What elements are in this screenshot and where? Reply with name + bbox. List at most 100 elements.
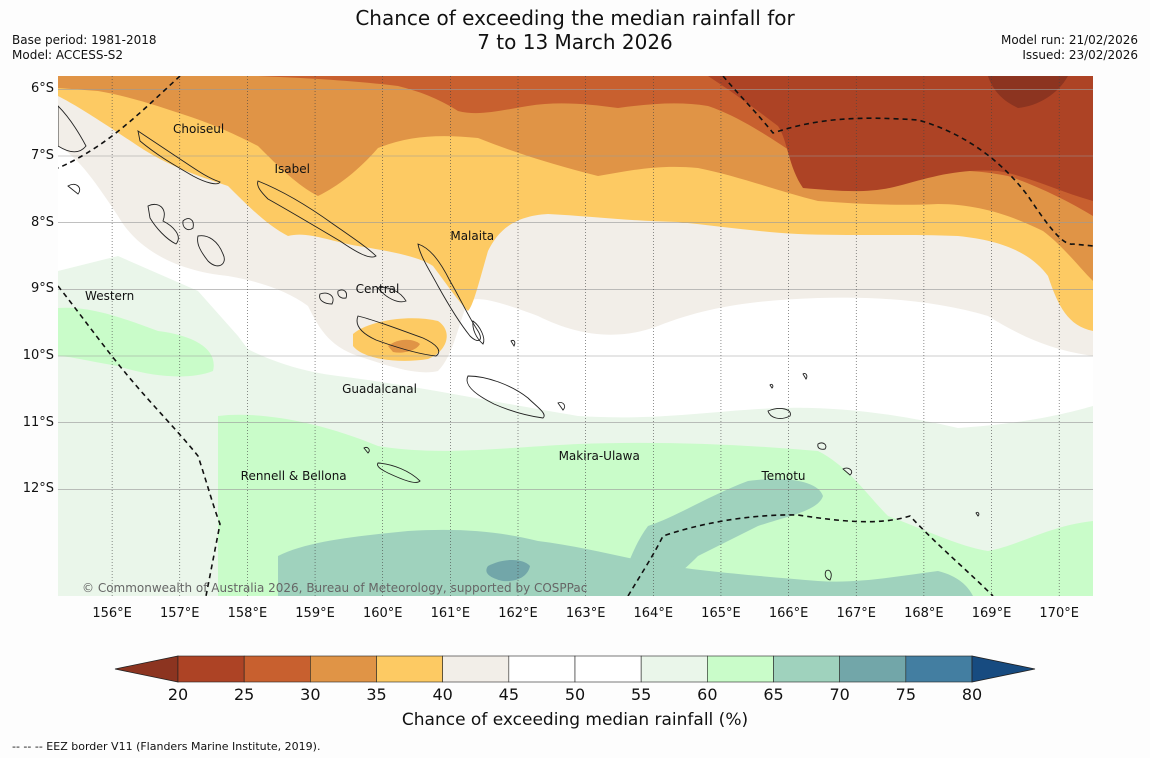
colorbar-segment <box>177 655 245 683</box>
eez-border-west <box>58 285 221 596</box>
lon-label: 170°E <box>1039 606 1079 621</box>
colorbar-tick-label: 45 <box>498 685 519 704</box>
small-malaita <box>472 320 485 345</box>
lat-label: 11°S <box>22 414 54 430</box>
colorbar-tick-label: 35 <box>366 685 387 704</box>
base-period: Base period: 1981-2018 <box>12 33 157 47</box>
temotu-islands <box>767 373 853 476</box>
issued-date: Issued: 23/02/2026 <box>1022 48 1138 62</box>
colorbar-tick-label: 60 <box>697 685 718 704</box>
lon-label: 159°E <box>295 606 335 621</box>
rennell-island <box>377 462 421 483</box>
colorbar-segment <box>574 655 642 683</box>
eez-border-northeast <box>722 76 1093 247</box>
eez-borders <box>58 76 1093 596</box>
bellona-island <box>363 447 370 454</box>
colorbar-tick-label: 65 <box>763 685 784 704</box>
place-label: Rennell & Bellona <box>240 469 347 483</box>
field-20-25 <box>708 76 1093 201</box>
eez-footnote: -- -- -- EEZ border V11 (Flanders Marine… <box>12 740 321 753</box>
rainfall-map <box>58 76 1093 596</box>
colorbar-segment <box>442 655 510 683</box>
colorbar-under-arrow <box>114 655 179 683</box>
colorbar-tick-label: 75 <box>895 685 916 704</box>
place-label: Isabel <box>274 162 310 177</box>
colorbar <box>114 655 1036 683</box>
lon-label: 162°E <box>498 606 538 621</box>
colorbar-tick-label: 80 <box>961 685 983 704</box>
colorbar-tick-label: 50 <box>564 685 586 704</box>
lon-label: 160°E <box>362 606 403 621</box>
field-65-70-south <box>278 529 973 596</box>
place-label: Malaita <box>450 229 495 243</box>
place-label: Makira-Ulawa <box>558 449 640 463</box>
colorbar-tick-label: 20 <box>167 685 189 704</box>
lat-label: 9°S <box>30 281 54 297</box>
lon-label: 169°E <box>971 606 1012 621</box>
makira-island <box>466 375 545 419</box>
coastlines <box>58 105 980 581</box>
field-60-65-west <box>58 307 214 377</box>
colorbar-tick-label: 25 <box>233 685 255 704</box>
place-label: Western <box>85 289 135 303</box>
lon-label: 168°E <box>904 606 944 621</box>
colorbar-segment <box>243 655 311 683</box>
colorbar-segment <box>707 655 774 683</box>
colorbar-tick-label: 70 <box>829 685 850 704</box>
chart-title-line2: 7 to 13 March 2026 <box>477 30 673 54</box>
field-30-35-patch <box>388 339 420 353</box>
colorbar-segment <box>376 655 443 683</box>
vella-lavella <box>182 218 194 231</box>
lat-label: 10°S <box>22 348 54 363</box>
ulawa-islets <box>510 339 566 411</box>
lon-label: 156°E <box>92 606 132 621</box>
lon-label: 167°E <box>836 606 876 621</box>
colorbar-title: Chance of exceeding median rainfall (%) <box>401 710 749 730</box>
colorbar-tick-label: 40 <box>432 685 453 704</box>
new-georgia-islands <box>147 203 225 267</box>
lon-label: 158°E <box>227 606 268 621</box>
field-55-60-west <box>58 256 268 406</box>
place-label: Choiseul <box>173 122 225 137</box>
eez-border-northwest <box>58 76 181 169</box>
colorbar-segment <box>508 655 576 683</box>
colorbar-tick-label: 30 <box>300 685 321 704</box>
lon-label: 166°E <box>768 606 809 621</box>
field-70-75 <box>486 560 530 582</box>
colorbar-over-arrow <box>971 655 1036 683</box>
colorbar-segment <box>310 655 377 683</box>
place-label: Temotu <box>761 469 806 483</box>
isabel-island <box>257 180 377 258</box>
lon-label: 164°E <box>633 606 674 621</box>
lat-label: 7°S <box>30 148 54 163</box>
colorbar-segment <box>905 655 973 683</box>
probability-fields <box>58 76 1093 596</box>
eez-border-south <box>627 514 994 596</box>
place-label: Guadalcanal <box>342 382 417 397</box>
choiseul-island <box>137 130 221 185</box>
guadalcanal-island <box>356 315 440 357</box>
lon-label: 165°E <box>701 606 741 621</box>
map-canvas <box>58 76 1093 596</box>
lat-label: 8°S <box>30 214 54 230</box>
field-35-40-guadalcanal <box>353 318 447 361</box>
lon-label: 157°E <box>159 606 200 621</box>
tikopia-islands <box>824 511 980 581</box>
colorbar-tick-label: 55 <box>630 685 652 704</box>
model-name: Model: ACCESS-S2 <box>12 48 124 62</box>
lat-label: 6°S <box>30 81 54 97</box>
copyright-notice: © Commonwealth of Australia 2026, Bureau… <box>82 581 588 595</box>
colorbar-segment <box>773 655 840 683</box>
colorbar-segment <box>839 655 907 683</box>
lon-label: 163°E <box>565 606 606 621</box>
central-islands <box>319 287 407 305</box>
graticule <box>58 76 1093 596</box>
chart-title-line1: Chance of exceeding the median rainfall … <box>355 6 795 30</box>
west-coast <box>58 105 87 195</box>
lat-label: 12°S <box>22 481 54 497</box>
place-label: Central <box>355 282 400 297</box>
lon-label: 161°E <box>430 606 471 621</box>
field-under-20 <box>988 76 1068 108</box>
colorbar-segment <box>640 655 708 683</box>
model-run: Model run: 21/02/2026 <box>1000 33 1138 47</box>
